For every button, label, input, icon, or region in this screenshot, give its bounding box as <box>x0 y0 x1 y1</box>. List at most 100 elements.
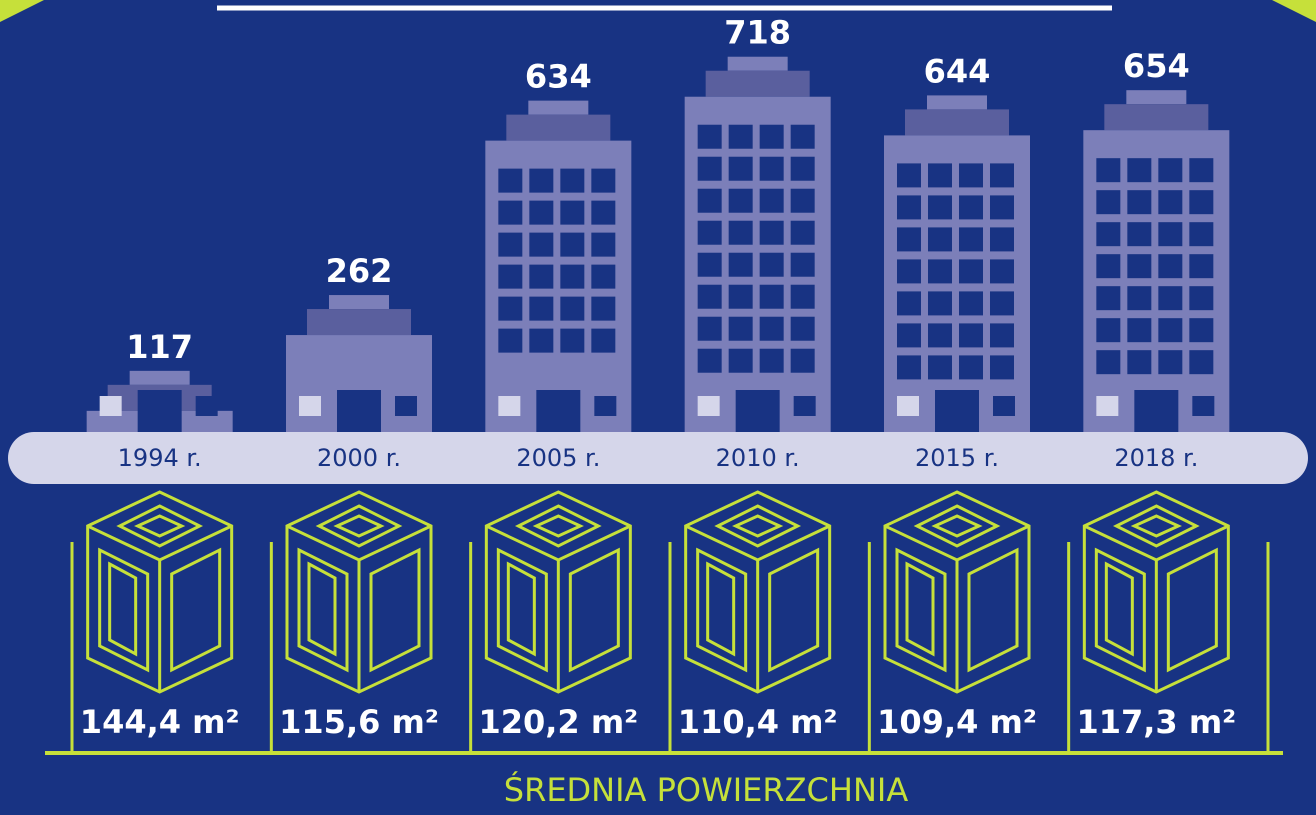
window <box>529 264 554 289</box>
timeline-band <box>8 432 1308 484</box>
window <box>759 348 784 373</box>
cube-top-inner <box>931 514 983 538</box>
window <box>959 195 983 220</box>
window <box>897 259 921 284</box>
value-label: 634 <box>525 58 592 96</box>
cube-side <box>895 547 947 673</box>
window <box>959 291 983 316</box>
cube-side <box>967 547 1019 673</box>
entrance <box>137 390 182 432</box>
window <box>959 163 983 188</box>
window <box>1096 350 1121 375</box>
window <box>1127 190 1152 215</box>
window <box>529 328 554 353</box>
cube-side <box>1094 547 1146 673</box>
window <box>591 328 616 353</box>
window <box>498 232 523 257</box>
cube-top <box>1112 504 1200 548</box>
window <box>959 323 983 348</box>
window <box>591 200 616 225</box>
window <box>498 264 523 289</box>
window <box>790 316 815 341</box>
roof-tier <box>506 114 611 141</box>
window <box>959 227 983 252</box>
window <box>498 296 523 321</box>
window <box>790 348 815 373</box>
roof-tier <box>905 109 1009 136</box>
window <box>728 284 753 309</box>
window <box>1189 350 1214 375</box>
window <box>1127 350 1152 375</box>
cube-side-inner <box>307 561 337 657</box>
window <box>990 163 1014 188</box>
roof-top <box>329 295 389 310</box>
window <box>529 168 554 193</box>
window <box>1158 158 1183 183</box>
window <box>560 168 585 193</box>
value-label: 654 <box>1123 47 1190 85</box>
window <box>728 188 753 213</box>
area-icon <box>883 490 1031 694</box>
cube-top-inner <box>333 514 385 538</box>
cube-top-inner <box>732 514 784 538</box>
category-label: 1994 r. <box>118 444 202 472</box>
window-lit <box>897 396 919 416</box>
roof-tier <box>1104 104 1209 131</box>
corner-decoration <box>0 0 44 22</box>
window <box>1189 318 1214 343</box>
category-label: 2015 r. <box>915 444 999 472</box>
window <box>1127 222 1152 247</box>
area-icon <box>1082 490 1230 694</box>
window <box>928 227 952 252</box>
cube-side <box>1166 547 1218 673</box>
window <box>990 355 1014 380</box>
window <box>697 124 722 149</box>
window <box>697 220 722 245</box>
window <box>1127 318 1152 343</box>
area-icon <box>285 490 433 694</box>
category-label: 2010 r. <box>716 444 800 472</box>
cube-top <box>913 504 1001 548</box>
window <box>1096 190 1121 215</box>
window <box>928 323 952 348</box>
cube-top <box>116 504 204 548</box>
window <box>498 168 523 193</box>
cube-top-inner <box>1130 514 1182 538</box>
entrance <box>536 390 581 432</box>
window <box>1096 254 1121 279</box>
window <box>990 227 1014 252</box>
window-lit <box>299 396 321 416</box>
window <box>560 200 585 225</box>
window <box>560 328 585 353</box>
window <box>990 195 1014 220</box>
window <box>1158 254 1183 279</box>
window <box>959 259 983 284</box>
window <box>990 323 1014 348</box>
area-icon <box>484 490 632 694</box>
cube-top <box>315 504 403 548</box>
window <box>1189 222 1214 247</box>
window <box>759 124 784 149</box>
cube-top-inner <box>134 514 186 538</box>
window <box>759 188 784 213</box>
window <box>790 188 815 213</box>
window <box>928 195 952 220</box>
window <box>697 316 722 341</box>
cube-side <box>568 547 620 673</box>
category-label: 2018 r. <box>1114 444 1198 472</box>
window <box>897 195 921 220</box>
window <box>1189 286 1214 311</box>
window <box>728 124 753 149</box>
window <box>1127 158 1152 183</box>
roof-tier <box>307 309 411 336</box>
window <box>1192 396 1215 416</box>
corner-decoration <box>1272 0 1316 22</box>
roof-top <box>1126 90 1187 105</box>
window-lit <box>498 396 521 416</box>
window <box>990 259 1014 284</box>
area-label: 110,4 m² <box>678 703 838 741</box>
window <box>759 316 784 341</box>
cube-side <box>369 547 421 673</box>
window <box>959 355 983 380</box>
window <box>897 227 921 252</box>
